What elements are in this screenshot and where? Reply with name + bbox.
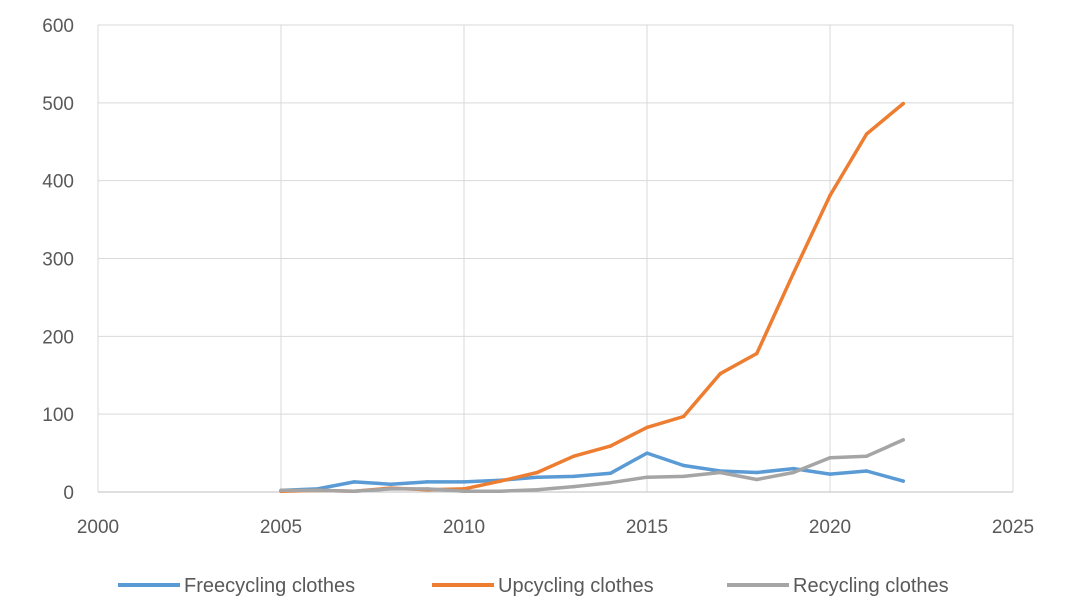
data-point (645, 451, 649, 455)
data-point (462, 489, 466, 493)
data-point (791, 271, 796, 276)
legend-item: Freecycling clothes (118, 575, 355, 597)
series-line-upcycling-clothes (279, 101, 905, 493)
grid-layer (97, 24, 1014, 493)
x-tick-label: 2005 (260, 517, 302, 538)
data-point (389, 487, 393, 491)
data-point (645, 425, 649, 430)
data-point (718, 470, 722, 475)
data-point (864, 132, 869, 136)
data-point (828, 456, 832, 460)
data-point (279, 488, 283, 493)
data-point (352, 480, 356, 484)
legend-item: Upcycling clothes (432, 575, 654, 597)
y-tick-label: 100 (42, 405, 74, 426)
legend-label: Upcycling clothes (498, 575, 654, 597)
data-point (901, 101, 905, 106)
data-point (718, 371, 722, 376)
data-point (535, 475, 539, 479)
data-point (498, 479, 503, 483)
data-point (681, 414, 686, 419)
data-point (681, 474, 686, 479)
legend-label: Recycling clothes (793, 575, 949, 597)
data-point (315, 488, 320, 493)
y-tick-label: 600 (42, 16, 74, 37)
data-point (352, 489, 356, 493)
data-point (425, 480, 430, 484)
y-tick-label: 0 (63, 483, 74, 504)
data-point (498, 489, 503, 493)
data-point (864, 454, 869, 458)
y-tick-label: 200 (42, 327, 74, 348)
x-tick-label: 2025 (992, 517, 1034, 538)
data-point (828, 472, 832, 476)
data-point (425, 487, 430, 491)
data-point (755, 351, 759, 356)
data-point (791, 466, 796, 471)
data-point (645, 475, 649, 479)
data-point (755, 470, 759, 475)
data-point (389, 482, 393, 486)
data-point (864, 469, 869, 473)
data-point (572, 484, 576, 489)
series-layer (279, 101, 905, 493)
legend-label: Freecycling clothes (184, 575, 355, 597)
data-point (755, 477, 759, 482)
data-point (572, 474, 576, 479)
data-point (608, 471, 613, 476)
x-tick-label: 2000 (77, 517, 119, 538)
data-point (608, 480, 613, 485)
y-tick-label: 500 (42, 94, 74, 115)
legend-item: Recycling clothes (727, 575, 949, 597)
axis-layer: 0 100 200 300 400 500 600 2000 2005 2010 2015 2020 2… (42, 16, 1034, 538)
data-point (535, 470, 539, 475)
legend: Freecycling clothes Upcycling clothes Recy… (118, 575, 949, 597)
data-point (681, 463, 686, 468)
data-point (791, 470, 796, 475)
x-tick-label: 2010 (443, 517, 485, 538)
y-tick-label: 400 (42, 172, 74, 193)
series-line-recycling-clothes (279, 438, 905, 493)
data-point (608, 444, 613, 448)
data-point (901, 479, 905, 483)
data-point (462, 480, 466, 484)
data-point (901, 438, 905, 442)
data-point (828, 193, 832, 198)
data-point (572, 454, 576, 458)
data-point (535, 487, 539, 492)
y-tick-label: 300 (42, 250, 74, 271)
x-tick-label: 2020 (809, 517, 851, 538)
x-tick-label: 2015 (626, 517, 668, 538)
